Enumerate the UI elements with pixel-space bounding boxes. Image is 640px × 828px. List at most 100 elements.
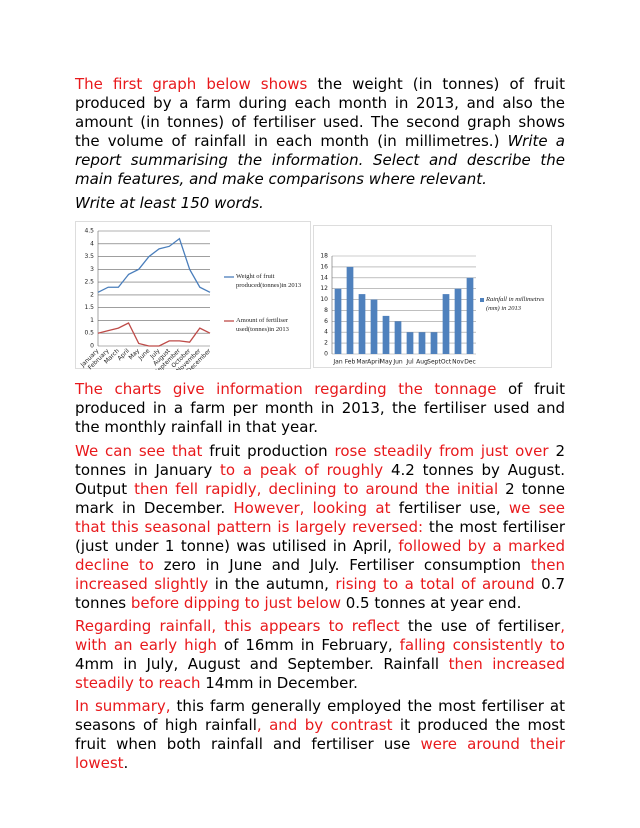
data-line [97,322,211,347]
bar [394,321,402,354]
text-run: of fruit produced in a farm per month in… [75,380,566,436]
bar [454,288,462,354]
bar [370,299,378,354]
paragraph: We can see that fruit production rose st… [75,442,565,613]
bar [418,332,426,354]
y-tick-label: 18 [320,253,328,260]
bar [358,294,366,354]
x-tick-label: Nov [452,359,464,366]
data-line [97,237,211,293]
y-tick-label: 2.5 [84,279,94,286]
legend-label: Weight of fruit produced(tonnes)in 2013 [236,273,302,289]
y-tick-label: 10 [320,296,328,303]
text-run: of 16mm in February, [216,636,400,654]
text-run: 0.5 tonnes at year end. [340,594,522,612]
x-tick-label: Jun [392,359,403,366]
x-tick-label: Aug [416,359,428,366]
text-run: before dipping to just below [130,594,341,612]
text-run: , with an early high [75,617,565,654]
text-run: zero in June and July. Fertiliser consum… [153,556,531,574]
chart-svg: 00.511.522.533.544.5JanuaryFebruaryMarch… [79,228,234,370]
x-tick-label: Jan [332,359,342,366]
y-tick-label: 4 [324,329,328,336]
text-run: We can see that [75,442,203,460]
bar [334,288,342,354]
y-tick-label: 4.5 [84,228,94,235]
text-run: The first graph below shows [75,75,308,93]
y-tick-label: 0 [90,343,94,350]
text-run: followed by a marked decline to [75,537,565,574]
text-run: However, looking at [233,499,391,517]
text-run: In summary, [75,697,171,715]
y-tick-label: 3 [90,266,94,273]
line-chart: 0 0.5 1 1.5 2 2.5 3 3.5 4 4.5 January February March… [75,221,311,370]
text-run: . [123,754,129,772]
text-run: 4.2 tonnes by August. Output [75,461,565,498]
paragraph: In summary, this farm generally employed… [75,697,565,773]
x-tick-label: Mar [356,359,368,366]
y-tick-label: 2 [324,340,328,347]
paragraph: Write at least 150 words. [75,194,565,213]
text-run: it produced the most fruit when both rai… [75,716,565,753]
text-run: Write at least 150 words. [75,194,264,212]
text-run: 4mm in July, August and September. Rainf… [75,655,449,673]
y-tick-label: 12 [320,285,328,292]
text-run: 2 tonnes in January [75,442,565,479]
legend-swatch [480,298,484,302]
y-tick-label: 14 [320,274,328,281]
paragraph: The charts give information regarding th… [75,380,565,437]
text-run: to a peak of roughly [220,461,384,479]
text-run: then fell rapidly, declining to around t… [134,480,499,498]
x-tick-label: Dec [464,359,476,366]
text-run: 2 tonne mark in December. [75,480,565,517]
text-run: this farm generally employed the most fe… [75,697,565,734]
bar-chart: 0 2 4 6 8 10 12 14 16 18 Jan Feb Mar April May Jun Jul Au… [313,225,552,368]
legend-label: Amount of fertiliser used(tonnes)in 2013 [236,317,289,333]
text-run: then increased steadily to reach [75,655,565,692]
x-tick-label: Jul [405,359,414,366]
y-tick-label: 1 [90,317,94,324]
y-tick-label: 2 [90,291,94,298]
text-run: Write a report summarising the informati… [75,132,565,188]
bar [382,315,390,354]
text-run: rose steadily from just over [334,442,549,460]
text-run: 14mm in December. [200,674,358,692]
x-tick-label: April [367,359,381,366]
y-tick-label: 4 [90,240,94,247]
text-run: the most fertiliser (just under 1 tonne)… [75,518,565,555]
x-tick-label: Sept [427,359,441,366]
paragraph: The first graph below shows the weight (… [75,75,565,189]
bar [406,332,414,354]
y-tick-label: 8 [324,307,328,314]
bar [466,277,474,354]
paragraph: Regarding rainfall, this appears to refl… [75,617,565,693]
text-run: then increased slightly [75,556,565,593]
text-run: , and by contrast [256,716,393,734]
y-tick-label: 6 [324,318,328,325]
text-run: Regarding rainfall, this appears to refl… [75,617,400,635]
y-tick-label: 1.5 [84,304,94,311]
y-tick-label: 16 [320,263,328,270]
y-tick-label: 3.5 [84,253,94,260]
text-run: were around their lowest [75,735,566,772]
text-run: we see that this seasonal pattern is lar… [75,499,565,536]
bar [442,294,450,354]
bar [430,332,438,354]
x-tick-label: Feb [345,359,356,366]
text-run: in the autumn, [208,575,336,593]
text-run: falling consistently to [399,636,565,654]
text-run: the use of fertiliser [399,617,561,635]
x-tick-label: May [380,359,393,366]
x-tick-label: Oct [441,359,452,366]
text-run: rising to a total of around [335,575,535,593]
text-run: fruit production [202,442,335,460]
bar [346,266,354,354]
y-tick-label: 0 [324,351,328,358]
text-run: The charts give information regarding th… [75,380,497,398]
text-run: the weight (in tonnes) of fruit produced… [75,75,565,150]
text-run: fertiliser use, [390,499,509,517]
legend-label: Rainfall in millimetres (mm) in 2013 [486,296,545,312]
text-run: 0.7 tonnes [75,575,566,612]
